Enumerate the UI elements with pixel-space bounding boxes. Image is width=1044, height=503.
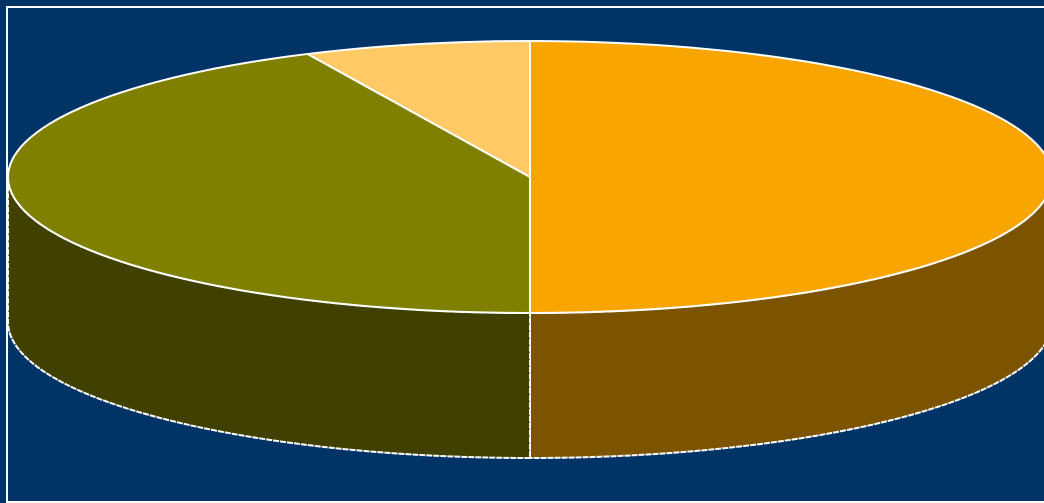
pie-slice-top-0 [529,40,1044,314]
pie-tops [7,40,1044,314]
pie-slice-side-1 [7,176,531,460]
pie-slice-side-0 [529,198,1044,460]
pie-slice-top-2 [306,40,531,178]
pie-slice-top-1 [7,52,531,314]
pie-sides [7,176,1044,460]
